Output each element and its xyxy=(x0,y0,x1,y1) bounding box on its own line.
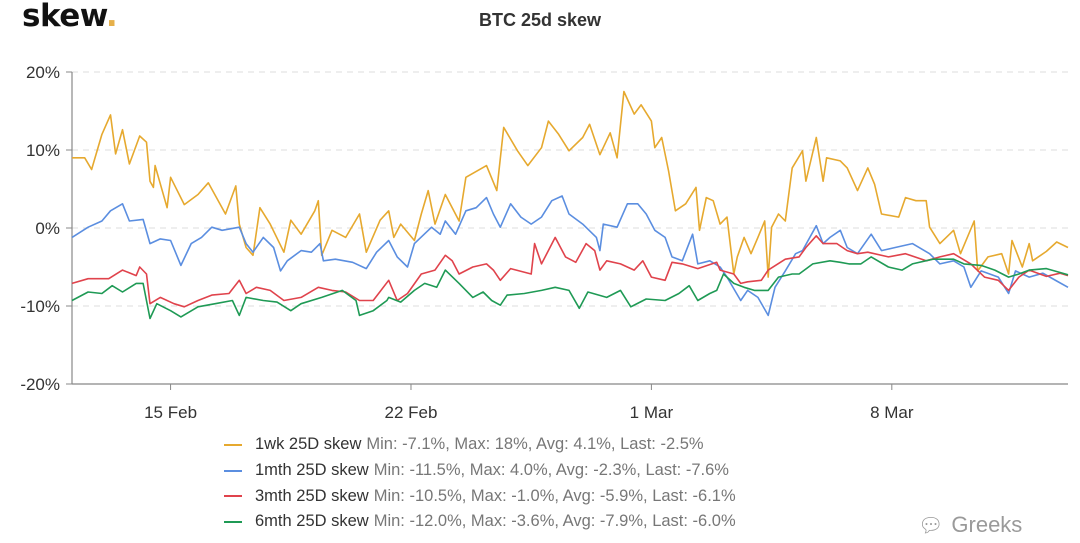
x-tick-label: 8 Mar xyxy=(870,403,914,422)
legend-series-stats: Min: -7.1%, Max: 18%, Avg: 4.1%, Last: -… xyxy=(366,435,704,454)
legend-swatch xyxy=(224,495,242,498)
legend-series-name: 6mth 25D skew xyxy=(255,512,369,531)
legend-swatch xyxy=(224,469,242,472)
y-tick-label: 20% xyxy=(26,63,60,82)
legend-series-name: 3mth 25D skew xyxy=(255,486,369,505)
y-tick-label: 10% xyxy=(26,141,60,160)
legend-series-name: 1mth 25D skew xyxy=(255,461,369,480)
legend-item-1mth[interactable]: 1mth 25D skew Min: -11.5%, Max: 4.0%, Avg… xyxy=(224,458,736,484)
legend-series-stats: Min: -12.0%, Max: -3.6%, Avg: -7.9%, Las… xyxy=(373,512,736,531)
y-tick-label: 0% xyxy=(35,219,60,238)
watermark: 💬︎ Greeks xyxy=(918,512,1022,538)
wechat-icon: 💬︎ xyxy=(918,514,944,537)
legend-swatch xyxy=(224,520,242,523)
legend-item-3mth[interactable]: 3mth 25D skew Min: -10.5%, Max: -1.0%, Av… xyxy=(224,483,736,509)
chart-title: BTC 25d skew xyxy=(478,10,602,30)
series-line-1wk xyxy=(72,90,1069,278)
legend-item-6mth[interactable]: 6mth 25D skew Min: -12.0%, Max: -3.6%, Av… xyxy=(224,509,736,535)
watermark-text: Greeks xyxy=(951,512,1023,537)
x-tick-label: 15 Feb xyxy=(144,403,197,422)
skew-logo: skew. xyxy=(22,0,118,34)
legend-series-stats: Min: -10.5%, Max: -1.0%, Avg: -5.9%, Las… xyxy=(373,486,736,505)
y-tick-label: -10% xyxy=(20,297,60,316)
x-tick-label: 1 Mar xyxy=(630,403,674,422)
series-line-6mth xyxy=(71,256,1069,320)
legend-item-1wk[interactable]: 1wk 25D skew Min: -7.1%, Max: 18%, Avg: 4… xyxy=(224,432,736,458)
legend-swatch xyxy=(224,443,242,446)
series-line-3mth xyxy=(71,235,1069,308)
logo-text: skew xyxy=(22,0,106,34)
y-tick-label: -20% xyxy=(20,375,60,394)
legend-series-name: 1wk 25D skew xyxy=(255,435,362,454)
series-line-1mth xyxy=(71,195,1069,317)
logo-dot: . xyxy=(105,0,118,34)
legend: 1wk 25D skew Min: -7.1%, Max: 18%, Avg: 4… xyxy=(224,432,736,535)
legend-series-stats: Min: -11.5%, Max: 4.0%, Avg: -2.3%, Last… xyxy=(373,461,729,480)
x-tick-label: 22 Feb xyxy=(385,403,438,422)
